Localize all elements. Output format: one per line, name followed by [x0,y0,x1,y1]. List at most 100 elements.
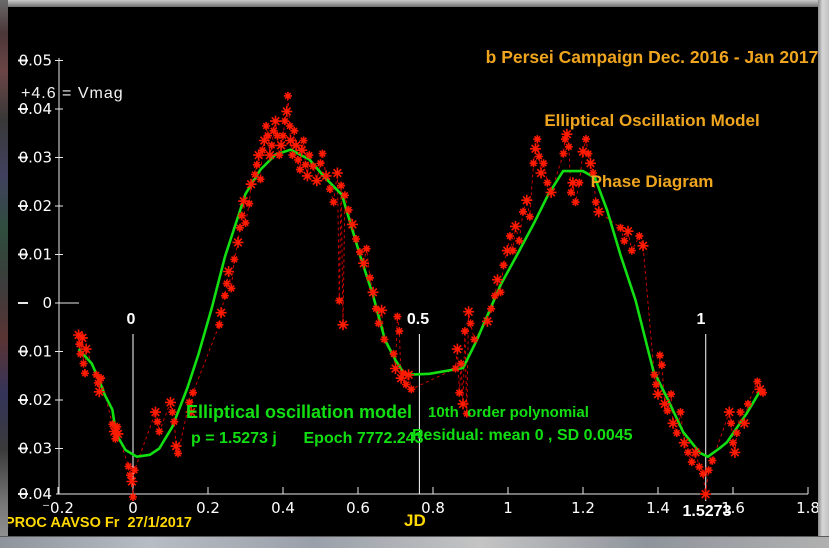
observation-point [235,223,244,232]
observation-point [245,199,254,208]
y-tick-label: 0.02 [19,391,52,409]
observation-point [451,364,460,373]
observation-point [567,188,575,197]
observation-point [355,248,364,257]
observation-point [108,426,120,437]
observation-point [269,126,278,135]
observation-point [455,388,464,397]
observation-point [700,488,712,500]
observation-point [294,155,302,164]
observation-point [407,385,416,394]
observation-point [487,304,496,313]
observation-point [616,223,625,232]
observation-point [652,380,661,389]
observation-point [275,139,287,151]
observation-point [232,236,244,248]
observation-point [736,408,745,417]
observation-point [505,232,514,241]
observation-point [185,398,194,407]
observation-point [362,244,371,253]
observation-point [589,169,598,177]
x-tick-label: 1.4 [646,499,670,517]
observation-point [130,466,139,475]
processing-credit: PROC AAVSO Fr 27/1/2017 [5,515,192,531]
observation-point [296,144,308,156]
observation-point [318,149,327,158]
observation-point [337,319,349,331]
observation-point [492,274,503,286]
observation-point [223,266,235,277]
observation-point [684,448,692,457]
observation-point [262,122,271,130]
observation-point [463,306,475,318]
observation-point [275,151,284,160]
observation-point [301,160,310,169]
observation-point [481,315,493,327]
observation-point [111,434,120,443]
window-border-right [818,0,829,548]
observation-point [367,286,379,298]
observation-point [126,476,138,487]
model-annotation-line2: p = 1.5273 j Epoch 7772.243 [191,430,424,447]
observation-point [470,335,479,344]
observation-point [567,177,579,189]
y-tick-label: 0.03 [19,440,52,458]
observation-point [189,388,197,397]
observation-point [258,146,267,155]
observation-point [585,157,596,169]
observation-point [273,131,282,140]
chart-title: b Persei Campaign Dec. 2016 - Jan 2017 [485,47,819,67]
observation-point [727,419,736,428]
observation-point [577,146,589,158]
y-tick-label: 0.04 [19,100,52,118]
observation-point [340,191,349,200]
observation-point [76,332,88,344]
observation-point [650,370,659,379]
observation-point [529,143,541,155]
observation-point [593,206,605,218]
observation-point [264,149,276,161]
observation-point [622,225,634,237]
observation-point [708,456,717,465]
observation-point [627,246,636,255]
observation-point [659,398,671,410]
observation-point [515,236,524,245]
observation-point [237,211,246,220]
observation-point [582,135,590,144]
observation-point [457,359,466,368]
observation-point [380,335,389,344]
y-tick-label: 0.05 [19,52,52,70]
x-tick-label: 1 [503,499,513,517]
observation-point [754,383,766,395]
window-border-left [0,0,8,548]
observation-point [165,396,176,408]
observation-point [635,232,644,241]
observation-point [678,437,690,449]
x-tick-label: 0 [128,499,138,517]
observation-point [281,105,293,117]
observation-point [529,159,538,168]
observation-point [466,319,475,328]
observation-point [695,462,704,471]
observation-point [153,417,162,426]
observation-point [311,175,323,187]
observation-point [402,380,410,389]
observation-point [543,178,552,187]
observation-point [535,152,544,161]
y-tick-label: 0.02 [19,197,52,215]
observation-point [320,170,332,182]
phase-marker-label-0p5: 0.5 [406,311,430,328]
observation-point [267,141,276,150]
observation-point [346,218,358,230]
chart-subtitle-phase: Phase Diagram [590,172,714,191]
phase-marker-label-1: 1 [696,311,706,328]
observation-point [366,273,374,282]
observation-point [301,170,313,182]
observation-point [113,422,122,431]
observation-point [245,178,257,190]
observation-point [241,219,250,227]
observation-point [215,320,224,329]
x-tick-label: 1.6 [721,499,745,517]
y-tick-label: 0.03 [19,149,52,167]
observation-point [97,374,106,383]
